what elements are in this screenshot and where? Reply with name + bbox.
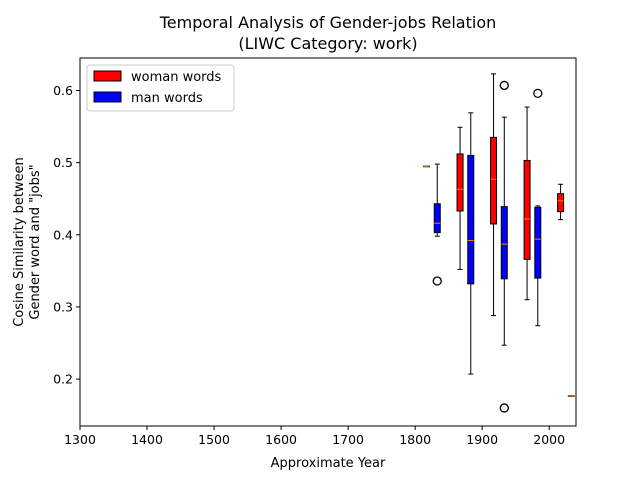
x-tick-label: 1400 [131, 432, 163, 447]
outlier-point [533, 88, 543, 99]
legend: woman words man words [86, 64, 235, 112]
legend-swatch-man [93, 91, 122, 103]
box [523, 159, 531, 260]
x-tick-label: 1800 [399, 432, 431, 447]
x-tick-label: 1300 [64, 432, 96, 447]
legend-label-man: man words [131, 91, 203, 106]
y-tick-label: 0.5 [53, 155, 73, 170]
y-tick-label: 0.3 [53, 299, 73, 314]
y-axis-label-line2: Gender word and "jobs" [28, 164, 43, 319]
legend-swatch-woman [93, 70, 122, 82]
chart-title-line2: (LIWC Category: work) [238, 34, 417, 53]
x-axis-label: Approximate Year [271, 456, 386, 471]
legend-frame [86, 64, 235, 112]
box [456, 153, 464, 212]
box [490, 136, 498, 225]
x-tick-label: 1700 [332, 432, 364, 447]
plot-area: 1300 1400 1500 1600 1700 1800 1900 2000 0.2 0.3 0.… [53, 73, 575, 447]
outlier-point [499, 403, 509, 413]
box [467, 154, 475, 285]
y-tick-label: 0.2 [53, 372, 73, 387]
x-tick-label: 1900 [466, 432, 498, 447]
x-tick-label: 1500 [198, 432, 230, 447]
box [500, 206, 508, 280]
chart-title-line1: Temporal Analysis of Gender-jobs Relatio… [159, 13, 497, 32]
outlier-point [432, 276, 442, 286]
x-tick-label: 2000 [533, 432, 565, 447]
axes-frame [79, 57, 577, 427]
x-tick-label: 1600 [265, 432, 297, 447]
box [534, 206, 542, 279]
outlier-point [499, 80, 509, 91]
y-tick-label: 0.6 [53, 83, 73, 98]
box [557, 193, 565, 213]
box [433, 203, 441, 234]
y-axis-label-line1: Cosine Similarity between [12, 157, 27, 327]
legend-label-woman: woman words [131, 70, 222, 85]
y-tick-label: 0.4 [53, 227, 73, 242]
